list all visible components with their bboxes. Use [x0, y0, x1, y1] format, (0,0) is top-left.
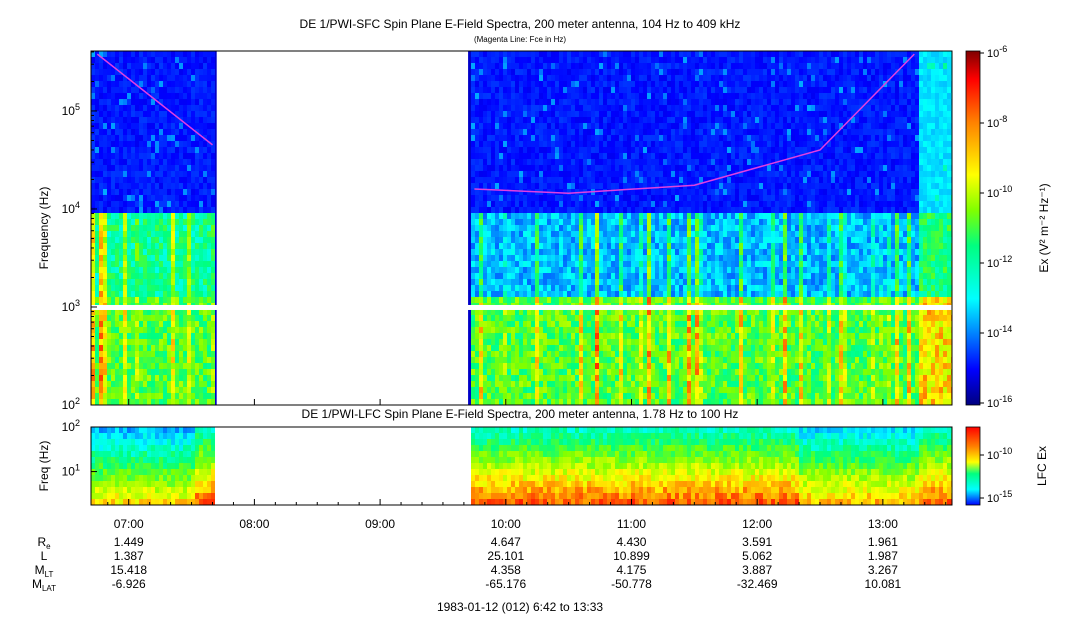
- time-tick-label: 12:00: [742, 517, 772, 531]
- ephemeris-value: 10.899: [613, 549, 650, 563]
- ephemeris-value: 1.961: [868, 535, 898, 549]
- ephemeris-value: -32.469: [737, 577, 778, 591]
- fce-line: [96, 53, 915, 194]
- ephemeris-value: -6.926: [112, 577, 146, 591]
- lfc-colorbar-label: LFC Ex: [1035, 446, 1049, 486]
- ephemeris-value: 1.387: [114, 549, 144, 563]
- sfc-colorbar-label: Ex (V² m⁻² Hz⁻¹): [1037, 183, 1051, 272]
- ephemeris-value: 1.987: [868, 549, 898, 563]
- ephemeris-value: 4.175: [616, 563, 646, 577]
- ephemeris-value: 4.358: [491, 563, 521, 577]
- lfc-colorbar-ticks: 10-10 10-15: [980, 446, 1012, 505]
- time-tick-label: 11:00: [617, 517, 646, 531]
- lfc-ylabel: Freq (Hz): [37, 441, 51, 492]
- sfc-subtitle: (Magenta Line: Fce in Hz): [473, 35, 567, 44]
- ephemeris-value: -65.176: [485, 577, 526, 591]
- sfc-ytick-label: 103: [62, 298, 80, 314]
- sfc-ytick-label: 105: [62, 102, 80, 118]
- time-tick-label: 13:00: [868, 517, 898, 531]
- lfc-title: DE 1/PWI-LFC Spin Plane E-Field Spectra,…: [301, 407, 739, 421]
- sfc-ylabel: Frequency (Hz): [37, 187, 51, 270]
- lfc-spectrogram: [91, 427, 952, 505]
- colorbar-tick-label: 10-16: [987, 394, 1012, 410]
- ephemeris-value: 15.418: [110, 563, 147, 577]
- lfc-colorbar: [965, 426, 981, 506]
- time-tick-label: 09:00: [365, 517, 395, 531]
- ephemeris-value: 3.887: [742, 563, 772, 577]
- ephemeris-row-label: L: [41, 549, 48, 563]
- sfc-spectrogram: [91, 51, 952, 405]
- ephemeris-value: -50.778: [611, 577, 652, 591]
- time-tick-label: 07:00: [114, 517, 144, 531]
- colorbar-tick-label: 10-10: [987, 446, 1012, 462]
- sfc-frame: [90, 50, 953, 406]
- sfc-ytick-label: 102: [62, 396, 80, 412]
- sfc-title: DE 1/PWI-SFC Spin Plane E-Field Spectra,…: [299, 17, 741, 31]
- colorbar-tick-label: 10-10: [987, 184, 1012, 200]
- ephemeris-row-label: MLAT: [32, 577, 56, 593]
- colorbar-tick-label: 10-6: [987, 44, 1007, 60]
- ephemeris-value: 4.430: [616, 535, 646, 549]
- ephemeris-value: 5.062: [742, 549, 772, 563]
- ephemeris-value: 3.591: [742, 535, 772, 549]
- lfc-ytick-label: 101: [62, 463, 80, 479]
- lfc-frame: [90, 426, 953, 506]
- time-tick-label: 10:00: [491, 517, 521, 531]
- sfc-ytick-label: 104: [62, 200, 80, 216]
- sfc-colorbar-ticks: 10-6 10-8 10-10 10-12 10-14 10-16: [980, 44, 1012, 410]
- sfc-colorbar: [965, 50, 981, 406]
- ephemeris-value: 10.081: [865, 577, 902, 591]
- ephemeris-value: 3.267: [868, 563, 898, 577]
- ephemeris-value: 1.449: [114, 535, 144, 549]
- colorbar-tick-label: 10-14: [987, 324, 1012, 340]
- colorbar-tick-label: 10-12: [987, 254, 1012, 270]
- ephemeris-value: 25.101: [487, 549, 524, 563]
- lfc-ytick-label: 102: [62, 418, 80, 434]
- time-tick-label: 08:00: [239, 517, 269, 531]
- colorbar-tick-label: 10-15: [987, 489, 1012, 505]
- ephemeris-value: 4.647: [491, 535, 521, 549]
- footer-time-range: 1983-01-12 (012) 6:42 to 13:33: [436, 600, 604, 614]
- colorbar-tick-label: 10-8: [987, 114, 1007, 130]
